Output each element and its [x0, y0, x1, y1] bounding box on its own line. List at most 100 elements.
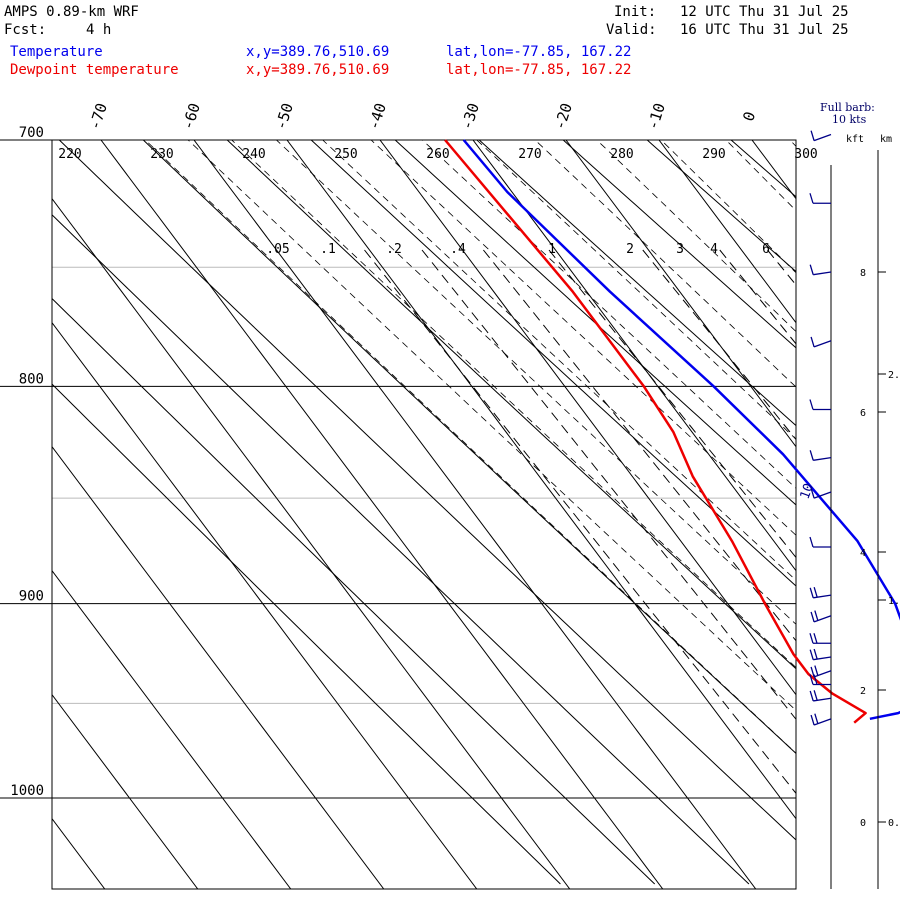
isotherm-line: [52, 445, 385, 889]
isotherm-label: -10: [643, 101, 668, 132]
pressure-label: 1000: [10, 783, 44, 799]
mixing-ratio-line: [364, 249, 796, 795]
dewpoint-profile-line: [444, 139, 867, 724]
isotherm-line: [0, 140, 12, 889]
isotherm-line: [100, 140, 664, 889]
wind-barb: [813, 718, 832, 726]
moist-adiabat-line: [789, 140, 796, 147]
wind-barb-flag: [814, 610, 819, 621]
init-label: Init:: [614, 4, 657, 20]
wind-barb-label: 10: [798, 482, 817, 502]
wind-barb: [813, 697, 832, 702]
wind-barb: [813, 133, 832, 142]
theta-label: 270: [518, 147, 541, 162]
wind-barb: [813, 491, 832, 499]
wind-barb: [813, 594, 832, 599]
grid-layer: [0, 87, 900, 890]
wind-barb-flag: [810, 487, 815, 499]
km-tick-label: 0.: [888, 818, 900, 829]
moist-adiabat-line: [861, 87, 900, 880]
wind-barb-flag: [809, 633, 814, 644]
wind-barb: [813, 271, 832, 276]
dry-adiabat-line: [52, 214, 750, 885]
km-tick-label: 1.: [888, 596, 900, 607]
pressure-label: 800: [19, 371, 44, 387]
kft-tick-label: 6: [860, 408, 866, 419]
isotherm-line: [286, 140, 796, 820]
wind-barb: [813, 670, 832, 678]
dry-adiabat-line: [226, 140, 796, 670]
moist-adiabat-line: [322, 140, 796, 581]
wind-barb-layer: 10: [798, 130, 832, 726]
isotherm-label: -20: [550, 101, 575, 132]
dry-adiabat-line: [478, 140, 796, 427]
kft-tick-label: 4: [860, 548, 866, 559]
mixing-ratio-line: [854, 250, 900, 882]
isotherm-label: -30: [457, 101, 482, 132]
theta-label: 240: [242, 147, 265, 162]
profile-layer: [444, 139, 900, 724]
wind-barb-flag: [810, 714, 815, 726]
legend-dewpoint-latlon: lat,lon=-77.85, 167.22: [446, 62, 632, 78]
mixing-ratio-label: .2: [386, 242, 402, 257]
wind-barb-flag: [814, 665, 819, 676]
wind-barb-flag: [810, 130, 815, 141]
mixing-ratio-line: [548, 249, 796, 559]
pressure-label: 700: [19, 125, 44, 141]
moist-adiabat-line: [534, 140, 796, 388]
isotherm-line: [379, 140, 796, 696]
barb-key-line1: Full barb:: [820, 101, 875, 114]
dry-adiabat-line: [730, 140, 796, 198]
wind-barb-flag: [809, 649, 814, 660]
mixing-ratio-label: 1: [548, 242, 556, 257]
isotherm-line: [658, 140, 796, 324]
wind-barb-flag: [813, 674, 818, 685]
moist-adiabat-line: [231, 140, 796, 669]
moist-adiabat-line: [725, 140, 796, 212]
mixing-ratio-label: 6: [762, 242, 770, 257]
init-value: 12 UTC Thu 31 Jul 25: [680, 4, 849, 20]
isotherm-line: [472, 140, 796, 572]
wind-barb-flag: [810, 611, 815, 623]
mixing-ratio-label: 2: [626, 242, 634, 257]
moist-adiabat-line: [144, 140, 796, 754]
theta-label: 230: [150, 147, 173, 162]
wind-barb: [813, 456, 832, 461]
fcst-value: 4 h: [86, 22, 112, 38]
isotherm-line: [193, 140, 757, 889]
wind-barb-flag: [809, 536, 814, 548]
theta-label: 290: [702, 147, 725, 162]
legend-temperature-xy: x,y=389.76,510.69: [246, 44, 390, 60]
theta-label: 250: [334, 147, 357, 162]
legend-dewpoint-xy: x,y=389.76,510.69: [246, 62, 390, 78]
isotherm-line: [845, 140, 900, 889]
wind-barb: [813, 615, 832, 623]
dry-adiabat-line: [562, 140, 796, 349]
kft-tick-label: 2: [860, 686, 866, 697]
mixing-ratio-line: [483, 249, 796, 642]
isotherm-line: [52, 197, 571, 889]
wind-barb-flag: [809, 264, 814, 275]
grid-clipped: [0, 87, 900, 889]
wind-barb-flag: [809, 587, 814, 599]
theta-label: 300: [794, 147, 817, 162]
wind-barb-flag: [809, 399, 814, 410]
isotherm-label: -70: [85, 101, 110, 132]
theta-label: 220: [58, 147, 81, 162]
theta-label: 280: [610, 147, 633, 162]
mixing-ratio-line: [642, 249, 796, 441]
valid-label: Valid:: [606, 22, 657, 38]
barb-key-line2: 10 kts: [832, 113, 867, 126]
pressure-label: 900: [19, 589, 44, 605]
dry-adiabat-line: [142, 140, 796, 755]
dry-adiabat-line: [815, 140, 900, 884]
wind-barb-flag: [809, 690, 814, 702]
moist-adiabat-line: [801, 87, 900, 880]
wind-barb: [813, 340, 832, 348]
plot-frame: [51, 139, 797, 890]
isotherm-line: [52, 569, 292, 889]
valid-value: 16 UTC Thu 31 Jul 25: [680, 22, 849, 38]
moist-adiabat-line: [187, 140, 796, 711]
mixing-ratio-label: .05: [266, 242, 289, 257]
